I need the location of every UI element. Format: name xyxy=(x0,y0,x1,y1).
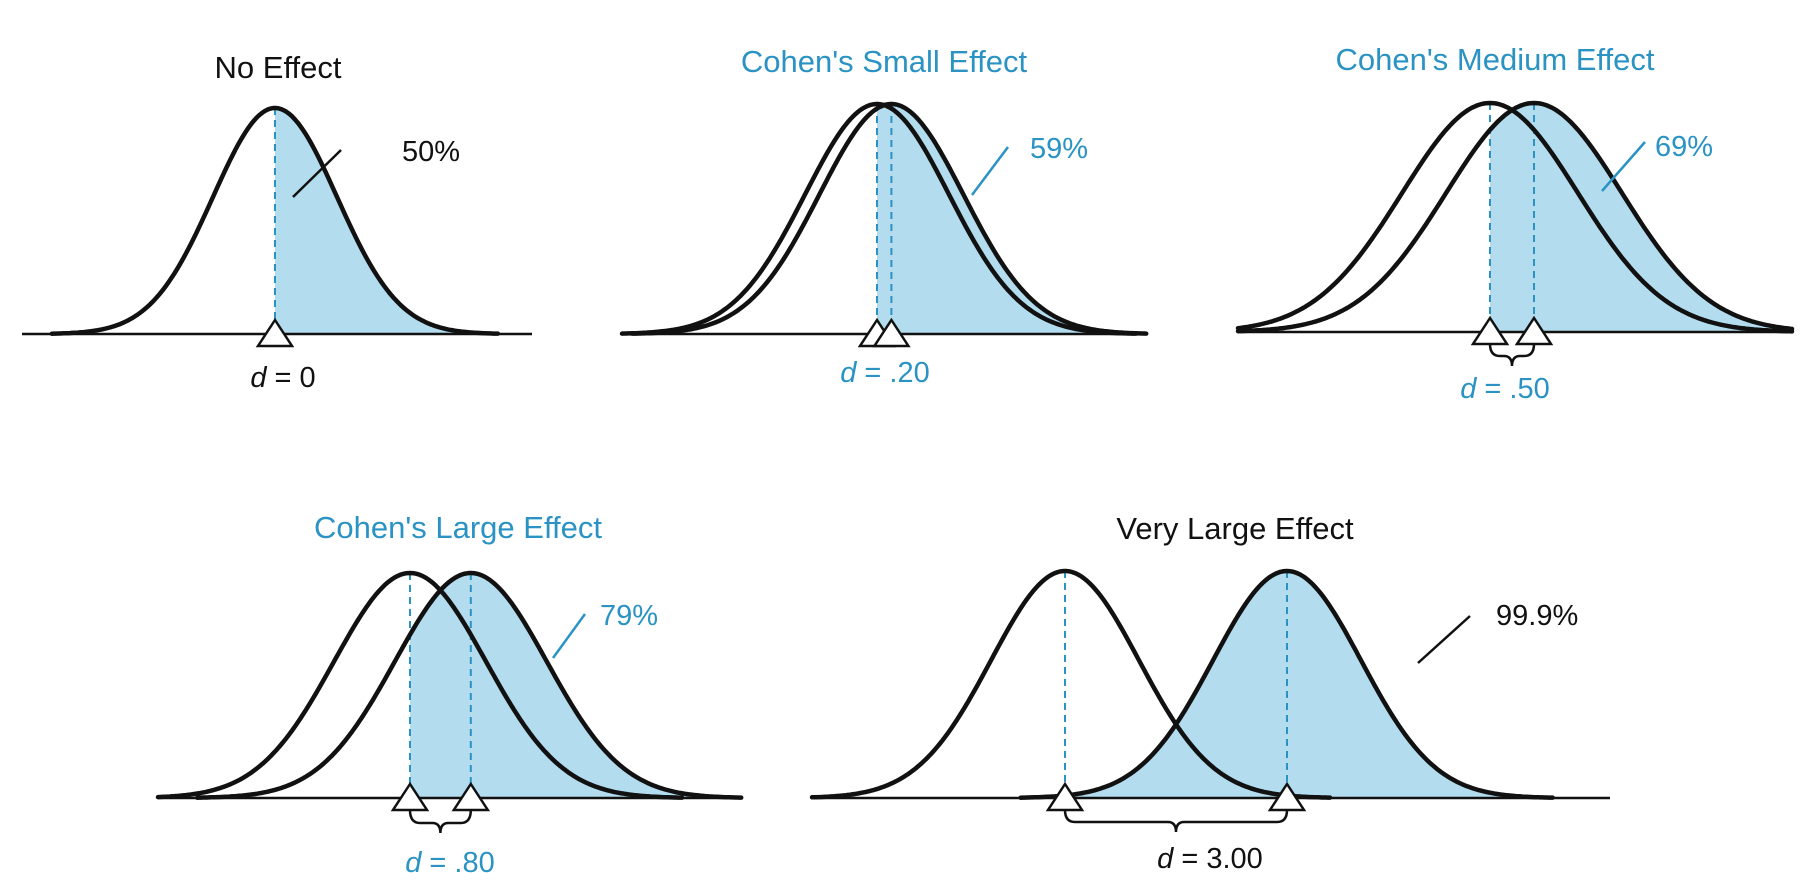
percent-leader-line xyxy=(551,613,587,659)
effect-size-label: d = 0 xyxy=(250,362,315,394)
shaded-area xyxy=(275,108,499,334)
panel-4: Cohen's Large Effect 79% d = .80 xyxy=(155,510,744,879)
panel-title: No Effect xyxy=(215,50,342,85)
panel-3: Cohen's Medium Effect 69% d = .50 xyxy=(1235,42,1795,405)
d-symbol: d xyxy=(1460,373,1477,405)
shaded-area xyxy=(410,573,742,798)
distribution-curve-control xyxy=(809,568,1333,800)
d-symbol: d xyxy=(405,847,422,879)
percent-label: 50% xyxy=(402,136,460,168)
distribution-curve-control xyxy=(49,105,501,336)
percent-label: 69% xyxy=(1655,131,1713,163)
d-value: = 3.00 xyxy=(1173,843,1263,875)
distribution-curve-control xyxy=(1235,100,1795,334)
d-value: = .50 xyxy=(1476,373,1549,405)
distribution-curve-treatment xyxy=(1018,568,1555,800)
panel-2: Cohen's Small Effect 59% d = .20 xyxy=(619,44,1149,389)
d-value: = .80 xyxy=(421,847,494,879)
panel-title: Very Large Effect xyxy=(1116,511,1354,546)
percent-label: 59% xyxy=(1030,133,1088,165)
panel-title: Cohen's Medium Effect xyxy=(1336,42,1655,77)
panel-1: No Effect 50% d = 0 xyxy=(22,50,532,394)
effect-brace xyxy=(1063,809,1289,833)
distribution-curve-treatment xyxy=(1235,100,1795,334)
effect-size-label: d = 3.00 xyxy=(1157,843,1263,875)
mean-marker-treatment xyxy=(872,317,911,348)
panels: No Effect 50% d = 0 Cohen's Small Effect 59%… xyxy=(22,42,1795,879)
panel-5: Very Large Effect 99.9% d = 3.00 xyxy=(809,511,1610,875)
distribution-curve-control xyxy=(155,570,685,800)
effect-brace xyxy=(408,809,473,834)
percent-label: 79% xyxy=(600,600,658,632)
d-symbol: d xyxy=(1157,843,1174,875)
effect-size-label: d = .20 xyxy=(840,357,930,389)
distribution-curve-treatment xyxy=(629,101,1149,336)
distribution-curve-treatment xyxy=(194,570,744,800)
mean-marker-control xyxy=(255,317,295,348)
effect-brace xyxy=(1488,343,1536,367)
effect-size-label: d = .50 xyxy=(1460,373,1550,405)
panel-title: Cohen's Small Effect xyxy=(741,44,1028,79)
percent-leader-line xyxy=(1417,615,1471,664)
d-symbol: d xyxy=(840,357,857,389)
d-value: = 0 xyxy=(266,362,315,394)
shaded-area xyxy=(1065,571,1554,798)
shaded-area xyxy=(1490,103,1792,332)
d-value: = .20 xyxy=(856,357,929,389)
percent-leader-line xyxy=(1601,141,1646,192)
percent-leader-line xyxy=(292,149,342,198)
effect-size-label: d = .80 xyxy=(405,847,495,879)
d-symbol: d xyxy=(250,362,267,394)
percent-label: 99.9% xyxy=(1496,600,1578,632)
panel-title: Cohen's Large Effect xyxy=(314,510,602,545)
distribution-curve-control xyxy=(619,101,1139,336)
percent-leader-line xyxy=(971,146,1009,196)
